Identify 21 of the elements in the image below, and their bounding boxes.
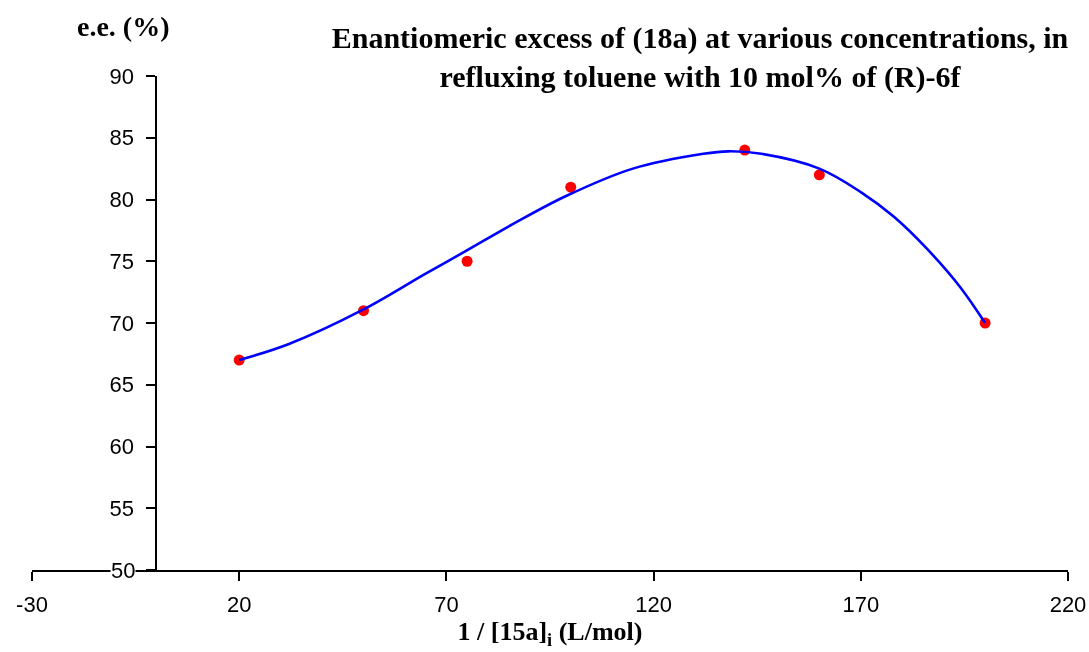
x-axis-title: 1 / [15a]$_{i}$ (L/mol) xyxy=(457,617,643,650)
x-tick-label: 170 xyxy=(842,592,880,618)
y-tick-label: 60 xyxy=(109,434,134,460)
chart-title: Enantiomeric excess of (18a) at various concentrations, in refluxing toluene with 10 mol% of (R)-6f xyxy=(331,21,1069,94)
x-tick-label: 20 xyxy=(226,592,252,618)
y-tick-label: 50 xyxy=(111,558,136,583)
point xyxy=(565,181,577,193)
x-tick-label: 120 xyxy=(635,592,672,618)
x-tick-label: -30 xyxy=(16,592,48,618)
y-tick-label: 85 xyxy=(109,125,134,151)
x-tick-label: 70 xyxy=(434,592,459,618)
y-tick-label: 70 xyxy=(109,310,134,336)
y-tick-label: 65 xyxy=(109,372,134,398)
x-tick-label: 220 xyxy=(1049,592,1087,618)
y-axis-title: e.e. (%) xyxy=(77,11,170,42)
y-tick-label: 55 xyxy=(109,495,134,521)
y-tick-label: 80 xyxy=(109,187,134,213)
point xyxy=(461,255,473,267)
y-tick-label: 75 xyxy=(109,248,134,274)
point xyxy=(813,169,825,181)
y-tick-label: 90 xyxy=(109,63,134,89)
